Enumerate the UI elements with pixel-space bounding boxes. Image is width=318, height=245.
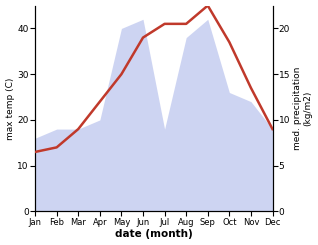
Y-axis label: max temp (C): max temp (C) xyxy=(5,77,15,140)
Y-axis label: med. precipitation
(kg/m2): med. precipitation (kg/m2) xyxy=(293,67,313,150)
X-axis label: date (month): date (month) xyxy=(115,230,193,239)
